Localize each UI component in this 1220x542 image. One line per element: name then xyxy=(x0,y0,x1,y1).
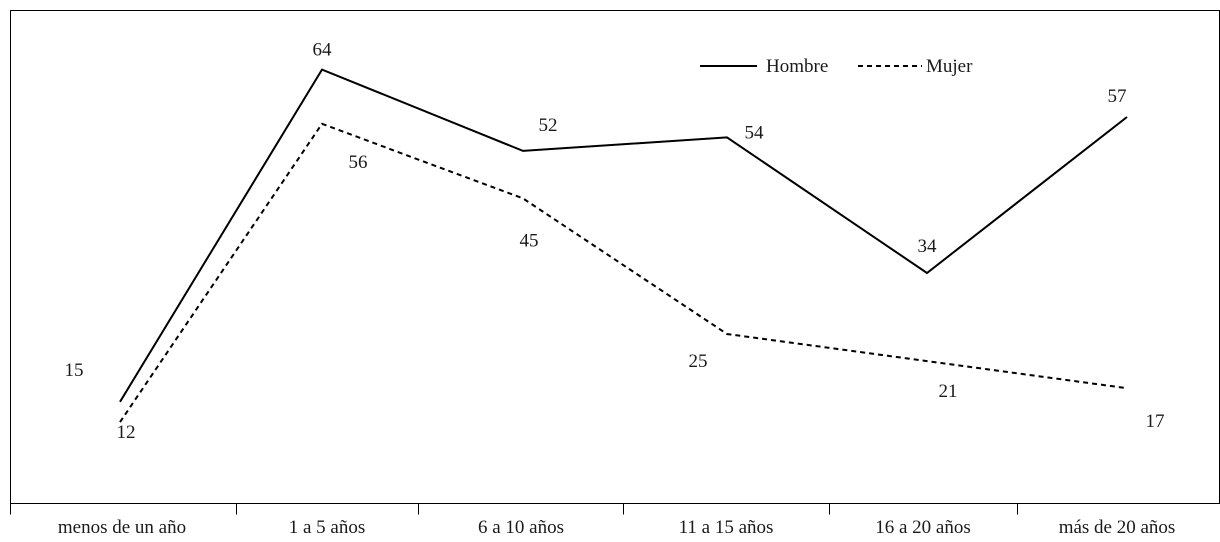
legend-label-mujer: Mujer xyxy=(926,56,973,77)
x-tick-label-16-a-20-anos: 16 a 20 años xyxy=(875,517,971,538)
data-label-hombre-6-a-10-anos: 52 xyxy=(539,115,558,136)
data-label-mujer-11-a-15-anos: 25 xyxy=(689,351,708,372)
data-label-hombre-11-a-15-anos: 54 xyxy=(745,122,765,143)
data-label-hombre-menos-de-un-ano: 15 xyxy=(65,360,84,381)
x-tick-label-11-a-15-anos: 11 a 15 años xyxy=(679,517,774,538)
series-line-hombre xyxy=(119,68,1128,403)
x-axis-ticks xyxy=(10,503,1018,515)
data-label-hombre-1-a-5-anos: 64 xyxy=(313,40,333,61)
legend: Hombre Mujer xyxy=(700,56,973,77)
data-label-mujer-16-a-20-anos: 21 xyxy=(939,381,958,402)
legend-label-hombre: Hombre xyxy=(766,56,828,77)
series-line-mujer xyxy=(119,122,1128,423)
series-lines xyxy=(119,68,1128,423)
data-label-mujer-1-a-5-anos: 56 xyxy=(349,152,368,173)
x-axis-tick-labels: menos de un año 1 a 5 años 6 a 10 años 11 a… xyxy=(58,517,1175,538)
data-labels: 15 64 52 54 34 57 12 56 45 25 21 17 xyxy=(65,40,1165,444)
x-tick-label-6-a-10-anos: 6 a 10 años xyxy=(478,517,564,538)
data-label-hombre-mas-de-20-anos: 57 xyxy=(1108,86,1127,107)
x-tick-label-1-a-5-anos: 1 a 5 años xyxy=(289,517,366,538)
x-tick-label-mas-de-20-anos: más de 20 años xyxy=(1059,517,1176,538)
plot-frame xyxy=(10,10,1220,504)
data-label-mujer-menos-de-un-ano: 12 xyxy=(117,422,136,443)
data-label-mujer-6-a-10-anos: 45 xyxy=(520,230,539,251)
x-tick-label-menos-de-un-ano: menos de un año xyxy=(58,517,186,538)
data-label-hombre-16-a-20-anos: 34 xyxy=(918,236,938,257)
data-label-mujer-mas-de-20-anos: 17 xyxy=(1146,411,1165,432)
